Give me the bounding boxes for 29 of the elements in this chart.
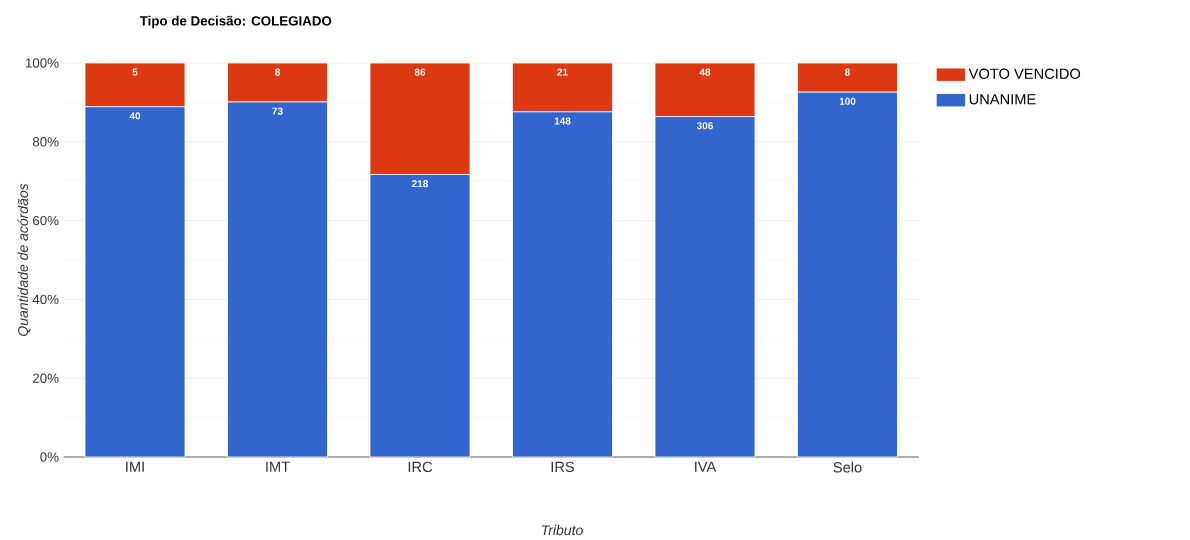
x-tick-label: IRS xyxy=(551,461,575,473)
annotation: 48 xyxy=(699,68,711,76)
legend-label: VOTO VENCIDO xyxy=(968,68,1081,79)
y-tick-label: 40% xyxy=(32,294,59,305)
x-tick-label: IMT xyxy=(266,461,290,472)
annotation: 218 xyxy=(412,180,429,188)
annotation: 73 xyxy=(272,107,283,115)
y-tick-label: 20% xyxy=(33,373,59,383)
annotation: 21 xyxy=(557,68,568,76)
x-tick-label: IMI xyxy=(126,461,144,472)
annotation: 86 xyxy=(414,68,426,76)
x-axis-title: Tributo xyxy=(541,524,583,536)
x-tick-label: Selo xyxy=(833,461,862,473)
y-tick-label: 100% xyxy=(25,58,59,68)
y-tick-label: 60% xyxy=(33,215,59,226)
y-tick-label: 80% xyxy=(32,137,59,147)
annotation: 100 xyxy=(839,97,856,105)
annotation: 8 xyxy=(275,68,280,76)
annotation: 306 xyxy=(696,122,713,130)
annotation: 148 xyxy=(554,117,571,125)
annotation: 40 xyxy=(129,112,141,120)
x-tick-label: IRC xyxy=(408,461,433,473)
annotation: 5 xyxy=(132,68,138,76)
chart-title: Tipo de Decisão: COLEGIADO xyxy=(139,15,332,29)
y-tick-label: 0% xyxy=(40,452,59,462)
legend-label: UNANIME xyxy=(969,94,1036,105)
y-axis-title: Quantidade de acórdãos xyxy=(17,183,31,336)
annotation: 8 xyxy=(845,68,850,76)
x-tick-label: IVA xyxy=(695,461,717,472)
